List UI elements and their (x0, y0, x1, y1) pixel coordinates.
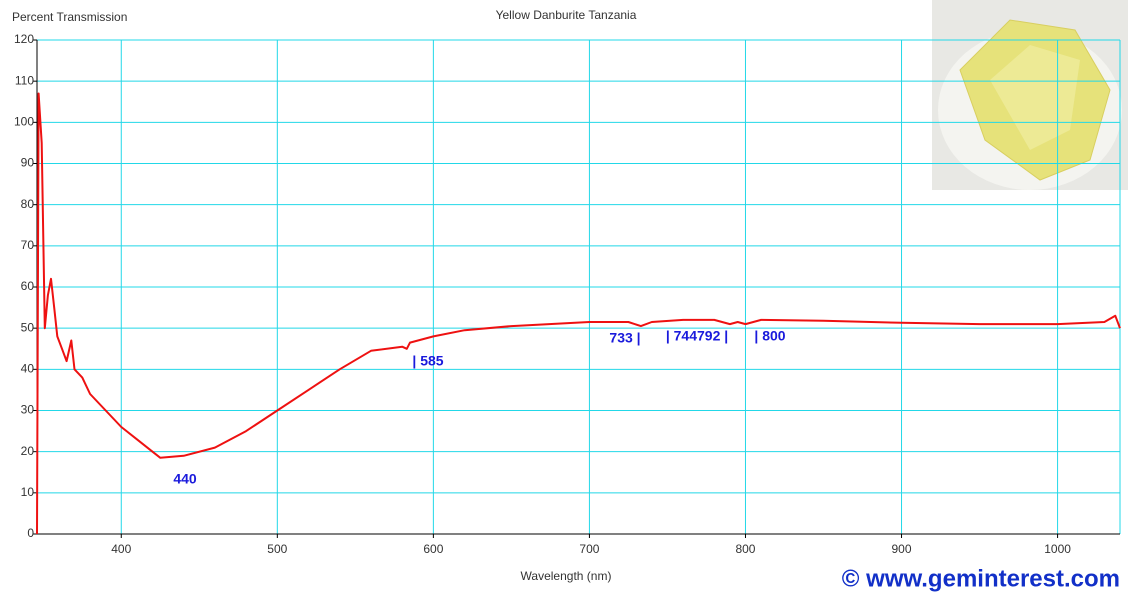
y-tick-label: 30 (21, 403, 35, 417)
x-tick-label: 1000 (1044, 542, 1071, 556)
y-tick-label: 70 (21, 238, 35, 252)
annotation: | 585 (412, 353, 443, 369)
x-tick-label: 600 (423, 542, 443, 556)
y-tick-label: 100 (14, 115, 34, 129)
annotation: | 800 (754, 328, 785, 344)
y-axis-label: Percent Transmission (12, 10, 127, 24)
x-tick-label: 500 (267, 542, 287, 556)
x-tick-label: 900 (892, 542, 912, 556)
y-tick-label: 80 (21, 197, 35, 211)
y-tick-label: 120 (14, 32, 34, 46)
y-tick-label: 0 (27, 526, 34, 540)
chart-title: Yellow Danburite Tanzania (496, 8, 637, 22)
gem-photo (932, 0, 1128, 190)
y-tick-label: 60 (21, 279, 35, 293)
y-tick-label: 110 (15, 73, 34, 87)
x-tick-label: 800 (735, 542, 755, 556)
y-tick-label: 90 (21, 156, 35, 170)
x-axis-label: Wavelength (nm) (521, 569, 612, 583)
x-tick-label: 700 (579, 542, 599, 556)
y-tick-label: 40 (21, 362, 35, 376)
y-tick-label: 50 (21, 320, 35, 334)
annotation: 440 (173, 471, 197, 487)
annotation: 733 | (609, 330, 640, 346)
x-tick-label: 400 (111, 542, 131, 556)
chart: Yellow Danburite Tanzania Percent Transm… (0, 0, 1128, 598)
y-tick-label: 20 (21, 444, 35, 458)
credit: © www.geminterest.com (842, 565, 1120, 592)
y-tick-label: 10 (21, 485, 35, 499)
annotation: | 744792 | (666, 328, 728, 344)
